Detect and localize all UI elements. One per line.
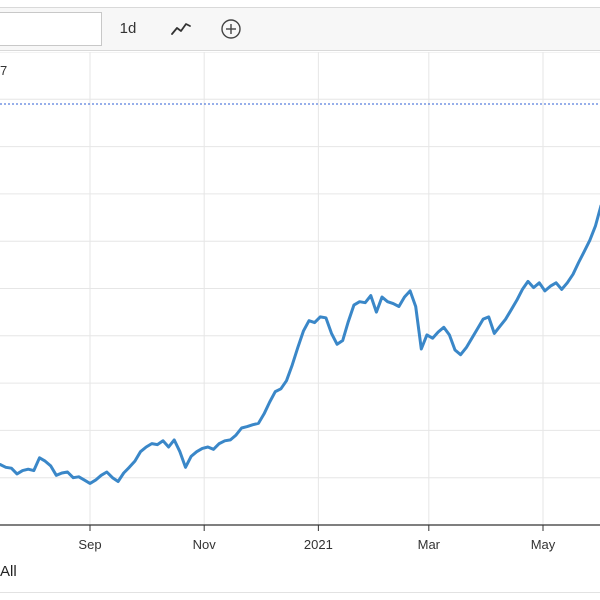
price-series-line [0, 204, 600, 485]
x-tick-label: Sep [78, 537, 101, 552]
add-indicator-button[interactable] [216, 14, 246, 44]
symbol-input[interactable] [0, 12, 102, 46]
price-chart[interactable]: 7 Sep Nov 2021 Mar May [0, 51, 600, 592]
x-tick-label: Mar [418, 537, 441, 552]
chart-type-button[interactable] [166, 14, 196, 44]
chart-toolbar: 1d [0, 7, 600, 51]
x-tick-label: May [531, 537, 556, 552]
bottom-divider [0, 592, 600, 593]
x-axis-ticks: Sep Nov 2021 Mar May [78, 525, 556, 552]
line-chart-icon [171, 23, 191, 35]
x-tick-label: Nov [193, 537, 217, 552]
top-value-label: 7 [0, 63, 7, 78]
chart-grid [0, 51, 600, 526]
price-chart-svg: 7 Sep Nov 2021 Mar May [0, 51, 600, 552]
interval-button[interactable]: 1d [119, 20, 137, 37]
range-all-button[interactable]: All [0, 563, 17, 580]
x-tick-label: 2021 [304, 537, 333, 552]
plus-circle-icon [221, 19, 241, 39]
